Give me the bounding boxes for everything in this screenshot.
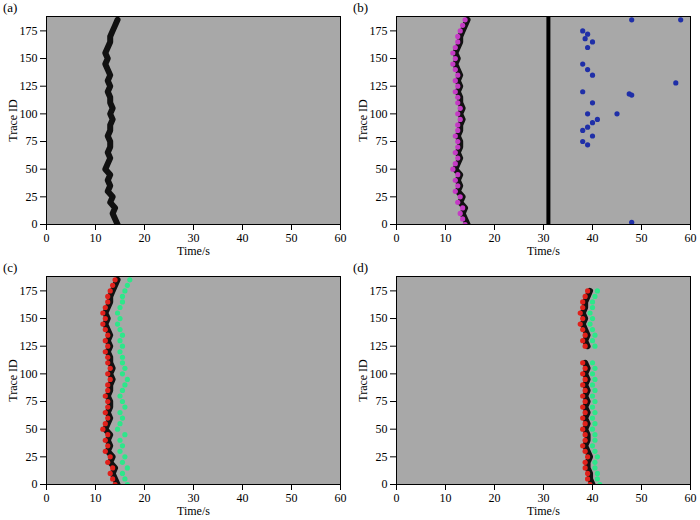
svg-text:Time/s: Time/s bbox=[177, 504, 210, 518]
svg-text:25: 25 bbox=[376, 450, 388, 464]
svg-text:40: 40 bbox=[587, 231, 599, 245]
svg-text:Time/s: Time/s bbox=[527, 504, 560, 518]
svg-text:25: 25 bbox=[26, 450, 38, 464]
svg-text:125: 125 bbox=[370, 339, 388, 353]
svg-text:10: 10 bbox=[90, 491, 102, 505]
svg-text:175: 175 bbox=[370, 24, 388, 38]
svg-text:Trace ID: Trace ID bbox=[356, 99, 370, 142]
html-text:(c): (c) bbox=[3, 260, 18, 275]
svg-text:150: 150 bbox=[20, 311, 38, 325]
svg-text:100: 100 bbox=[20, 107, 38, 121]
svg-text:60: 60 bbox=[335, 231, 347, 245]
svg-text:125: 125 bbox=[20, 79, 38, 93]
svg-text:40: 40 bbox=[237, 491, 249, 505]
svg-text:150: 150 bbox=[370, 51, 388, 65]
svg-text:40: 40 bbox=[237, 231, 249, 245]
svg-text:100: 100 bbox=[20, 367, 38, 381]
svg-text:0: 0 bbox=[32, 217, 38, 231]
svg-text:100: 100 bbox=[370, 367, 388, 381]
html-text:(a): (a) bbox=[3, 0, 18, 15]
svg-text:0: 0 bbox=[394, 491, 400, 505]
svg-text:0: 0 bbox=[382, 217, 388, 231]
svg-text:125: 125 bbox=[370, 79, 388, 93]
svg-text:Trace ID: Trace ID bbox=[6, 359, 20, 402]
svg-text:20: 20 bbox=[489, 231, 501, 245]
svg-text:125: 125 bbox=[20, 339, 38, 353]
svg-text:20: 20 bbox=[139, 231, 151, 245]
svg-text:0: 0 bbox=[44, 491, 50, 505]
svg-text:60: 60 bbox=[685, 231, 697, 245]
svg-text:25: 25 bbox=[376, 190, 388, 204]
svg-text:50: 50 bbox=[286, 491, 298, 505]
svg-text:150: 150 bbox=[20, 51, 38, 65]
svg-text:0: 0 bbox=[382, 477, 388, 491]
svg-text:0: 0 bbox=[394, 231, 400, 245]
svg-text:10: 10 bbox=[440, 231, 452, 245]
svg-text:75: 75 bbox=[376, 394, 388, 408]
html-text:(b): (b) bbox=[353, 0, 369, 15]
svg-text:40: 40 bbox=[587, 491, 599, 505]
svg-text:50: 50 bbox=[636, 231, 648, 245]
svg-text:175: 175 bbox=[20, 24, 38, 38]
svg-text:50: 50 bbox=[26, 162, 38, 176]
svg-text:60: 60 bbox=[685, 491, 697, 505]
svg-text:Time/s: Time/s bbox=[527, 244, 560, 258]
svg-text:100: 100 bbox=[370, 107, 388, 121]
svg-text:50: 50 bbox=[26, 422, 38, 436]
svg-text:75: 75 bbox=[376, 134, 388, 148]
svg-text:10: 10 bbox=[440, 491, 452, 505]
svg-text:Trace ID: Trace ID bbox=[6, 99, 20, 142]
svg-text:30: 30 bbox=[187, 491, 200, 505]
svg-text:Time/s: Time/s bbox=[177, 244, 210, 258]
svg-text:25: 25 bbox=[26, 190, 38, 204]
svg-text:30: 30 bbox=[187, 231, 200, 245]
svg-text:60: 60 bbox=[335, 491, 347, 505]
svg-text:75: 75 bbox=[26, 134, 38, 148]
svg-text:30: 30 bbox=[537, 491, 550, 505]
svg-text:50: 50 bbox=[636, 491, 648, 505]
svg-text:10: 10 bbox=[90, 231, 102, 245]
svg-text:0: 0 bbox=[32, 477, 38, 491]
svg-text:50: 50 bbox=[376, 162, 388, 176]
svg-text:150: 150 bbox=[370, 311, 388, 325]
svg-text:175: 175 bbox=[370, 284, 388, 298]
svg-text:20: 20 bbox=[489, 491, 501, 505]
svg-text:175: 175 bbox=[20, 284, 38, 298]
svg-text:0: 0 bbox=[44, 231, 50, 245]
svg-text:20: 20 bbox=[139, 491, 151, 505]
svg-text:50: 50 bbox=[376, 422, 388, 436]
svg-text:75: 75 bbox=[26, 394, 38, 408]
html-text:(d): (d) bbox=[353, 260, 369, 275]
svg-text:Trace ID: Trace ID bbox=[356, 359, 370, 402]
svg-text:50: 50 bbox=[286, 231, 298, 245]
svg-text:30: 30 bbox=[537, 231, 550, 245]
